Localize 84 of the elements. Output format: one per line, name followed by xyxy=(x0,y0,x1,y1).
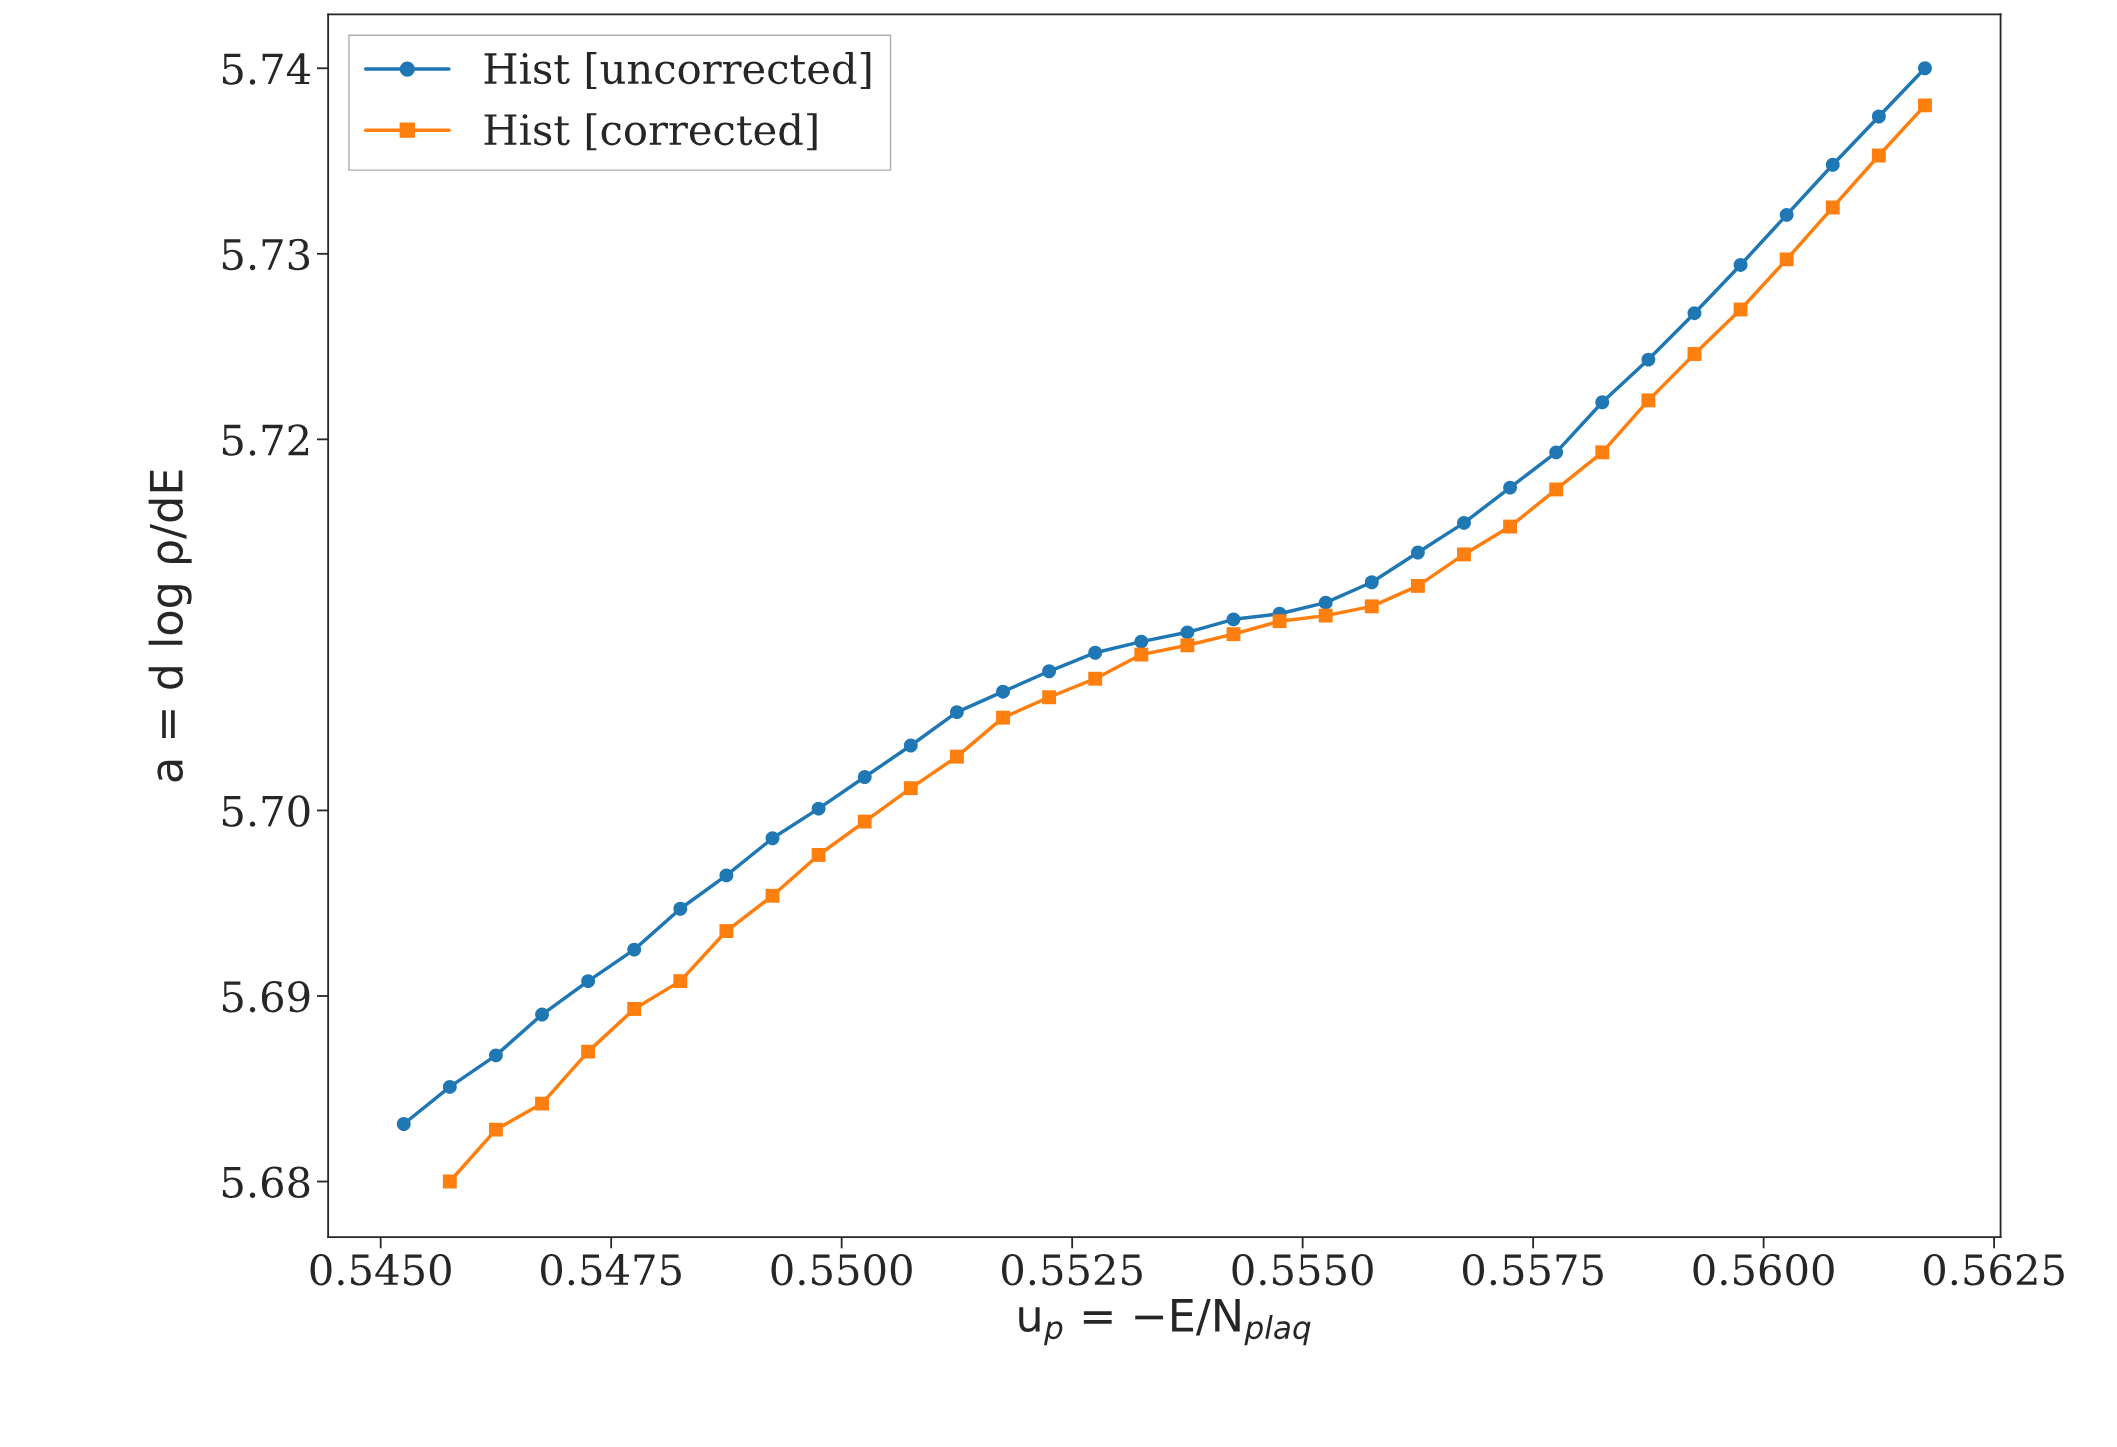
point xyxy=(1410,578,1425,593)
point xyxy=(1318,608,1333,623)
point xyxy=(811,801,826,816)
point xyxy=(996,684,1010,699)
point xyxy=(1272,614,1287,629)
point xyxy=(1364,575,1379,590)
point xyxy=(1457,515,1471,530)
point xyxy=(1871,109,1886,124)
point xyxy=(1503,480,1518,495)
point xyxy=(581,1044,596,1059)
x-tick-label: 0.5475 xyxy=(541,1253,681,1286)
point xyxy=(1410,545,1425,560)
x-tick-label: 0.5625 xyxy=(1923,1253,2064,1286)
point xyxy=(719,924,734,938)
point xyxy=(1918,61,1932,76)
point xyxy=(1825,157,1840,172)
point xyxy=(1226,627,1241,642)
y-tick-label: 5.70 xyxy=(222,795,310,827)
point xyxy=(765,831,780,846)
point xyxy=(1595,445,1610,460)
point xyxy=(442,1079,457,1094)
point xyxy=(1871,148,1886,163)
point xyxy=(1918,98,1932,113)
point xyxy=(1088,671,1103,686)
point xyxy=(1088,645,1103,660)
point xyxy=(535,1096,549,1111)
x-tick-label: 0.5500 xyxy=(771,1253,912,1286)
point xyxy=(627,1002,642,1016)
point xyxy=(488,1048,503,1063)
point xyxy=(1779,207,1794,222)
point xyxy=(396,1117,411,1131)
point xyxy=(1503,519,1518,534)
point xyxy=(1549,482,1564,497)
y-tick-label: 5.74 xyxy=(222,53,311,85)
point xyxy=(1641,352,1656,367)
point xyxy=(1226,612,1241,627)
point xyxy=(903,781,918,796)
point xyxy=(765,888,780,903)
point xyxy=(1825,200,1840,215)
point xyxy=(1364,599,1379,614)
x-tick-label: 0.5450 xyxy=(310,1253,451,1286)
x-tick-label: 0.5550 xyxy=(1232,1253,1373,1286)
legend-label: Hist [uncorrected] xyxy=(484,51,871,90)
point xyxy=(1641,393,1656,408)
point xyxy=(719,868,734,883)
point xyxy=(1180,638,1195,653)
point xyxy=(1595,395,1610,410)
x-tick-label: 0.5525 xyxy=(1002,1253,1142,1286)
point xyxy=(857,770,872,784)
point xyxy=(488,1122,503,1137)
point xyxy=(1457,547,1471,562)
y-tick-label: 5.72 xyxy=(222,424,309,456)
point xyxy=(857,814,872,829)
point xyxy=(1042,664,1057,679)
x-tick-label: 0.5575 xyxy=(1462,1253,1603,1286)
point xyxy=(1042,690,1057,705)
point xyxy=(1733,302,1748,317)
point xyxy=(1134,634,1149,649)
point xyxy=(1779,252,1794,267)
y-tick-label: 5.68 xyxy=(222,1166,310,1198)
point xyxy=(1180,625,1195,640)
point xyxy=(949,749,964,764)
point xyxy=(581,974,596,989)
point xyxy=(1134,647,1149,662)
point xyxy=(673,901,688,916)
x-tick-label: 0.5600 xyxy=(1693,1253,1834,1286)
point xyxy=(1549,445,1564,460)
point xyxy=(903,738,918,753)
point xyxy=(442,1174,457,1189)
y-tick-label: 5.73 xyxy=(222,238,310,271)
point xyxy=(1733,258,1748,272)
point xyxy=(1687,347,1702,361)
point xyxy=(811,848,826,862)
x-axis-title: u$_{p}$ = −E/N$_{plaq}$ xyxy=(1019,1299,1311,1346)
point xyxy=(627,942,642,957)
y-tick-label: 5.69 xyxy=(222,980,310,1013)
point xyxy=(949,705,964,720)
point xyxy=(535,1007,549,1022)
legend-label: Hist [corrected] xyxy=(484,113,817,151)
y-axis-title: a = d log ρ/dE xyxy=(148,470,192,782)
point xyxy=(1687,306,1702,321)
point xyxy=(673,974,688,989)
point xyxy=(1318,595,1333,610)
point xyxy=(996,710,1010,725)
